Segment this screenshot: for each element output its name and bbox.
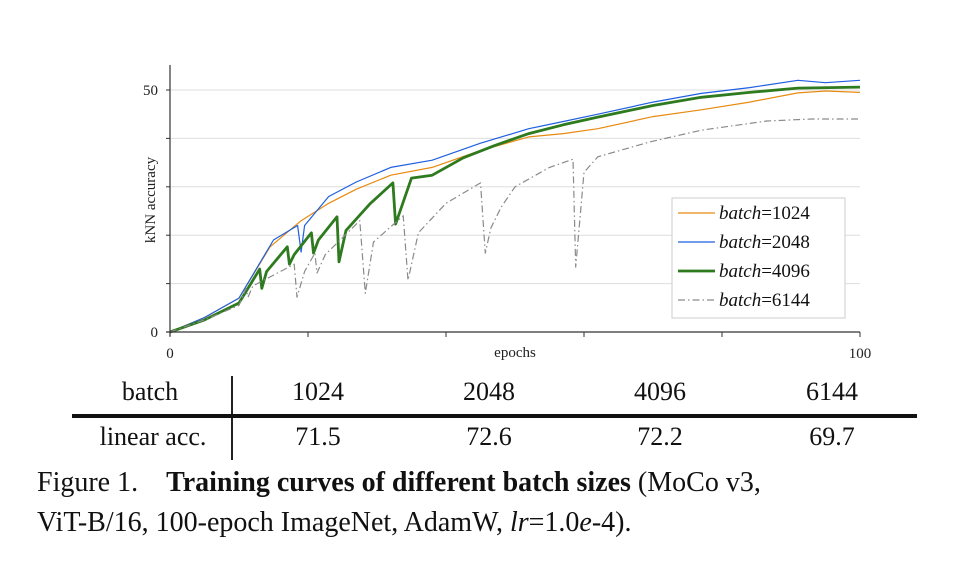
- y-tick-label-0: 0: [151, 325, 159, 341]
- series-lines: [169, 79, 861, 334]
- table-row-label: linear acc.: [99, 422, 207, 451]
- figure-caption-line-1: Figure 1. Training curves of different b…: [37, 467, 761, 499]
- legend-label-batch-2048: batch=2048: [719, 232, 810, 253]
- caption-text-2: ViT-B/16, 100-epoch ImageNet, AdamW,: [37, 507, 510, 538]
- legend: batch=1024 batch=2048 batch=4096 batch=6144: [671, 197, 846, 319]
- caption-text-1: (MoCo v3,: [637, 467, 761, 498]
- caption-lr-exp: -4).: [591, 507, 632, 538]
- legend-label-batch-1024: batch=1024: [719, 203, 810, 224]
- y-axis-label: kNN accuracy: [143, 156, 159, 243]
- table-divider-vertical: [231, 376, 233, 460]
- table-col-4096: 4096: [634, 377, 686, 406]
- table-col-2048: 2048: [463, 377, 515, 406]
- legend-label-batch-4096: batch=4096: [719, 261, 810, 282]
- x-axis-label: epochs: [494, 345, 536, 361]
- table-col-6144: 6144: [806, 377, 858, 406]
- table-value-6144: 69.7: [809, 422, 855, 451]
- table-rule: [72, 414, 917, 418]
- table-header-label: batch: [121, 377, 179, 406]
- table-col-1024: 1024: [292, 377, 344, 406]
- axis-ticks: [166, 89, 861, 337]
- figure-title: Training curves of different batch sizes: [166, 467, 631, 498]
- caption-lr-eq: =1.0: [528, 507, 580, 538]
- table-value-2048: 72.6: [466, 422, 512, 451]
- caption-lr-var: lr: [509, 507, 529, 538]
- table-value-1024: 71.5: [295, 422, 341, 451]
- legend-box: [671, 197, 846, 319]
- legend-label-batch-6144: batch=6144: [719, 290, 810, 311]
- figure-label: Figure 1.: [37, 467, 139, 498]
- y-tick-label-50: 50: [143, 83, 158, 99]
- x-tick-label-0: 0: [166, 346, 174, 362]
- figure-caption-line-2: ViT-B/16, 100-epoch ImageNet, AdamW, lr=…: [37, 507, 632, 539]
- x-tick-label-100: 100: [849, 346, 872, 362]
- table-value-4096: 72.2: [637, 422, 683, 451]
- caption-lr-e: e: [579, 507, 592, 538]
- series-line-batch-6144: [169, 118, 860, 333]
- series-line-batch-2048: [169, 79, 861, 333]
- series-line-batch-4096: [169, 85, 861, 334]
